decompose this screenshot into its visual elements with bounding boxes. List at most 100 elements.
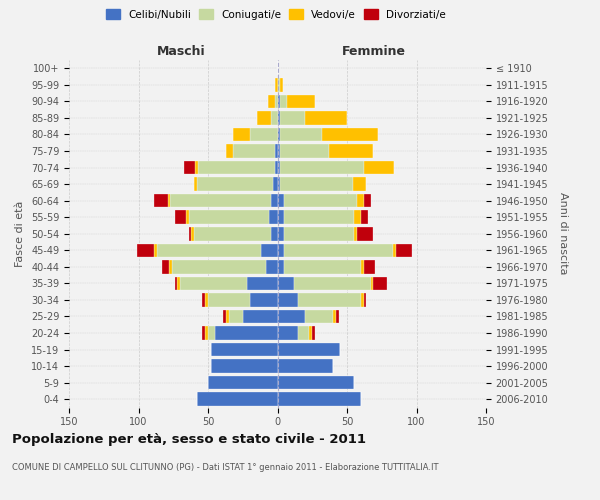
Bar [284,260,361,274]
Text: Femmine: Femmine [341,44,406,58]
Bar [277,128,280,141]
Bar [277,244,284,257]
Bar [271,194,277,207]
Bar [275,161,277,174]
Bar [305,310,333,324]
Bar [277,376,354,390]
Bar [373,276,388,290]
Bar [172,260,266,274]
Bar [277,94,280,108]
Text: Maschi: Maschi [157,44,206,58]
Bar [180,276,247,290]
Bar [170,194,271,207]
Bar [277,293,298,306]
Y-axis label: Fasce di età: Fasce di età [16,200,25,267]
Bar [280,161,364,174]
Bar [271,111,277,124]
Bar [194,227,271,240]
Bar [257,111,271,124]
Bar [280,111,305,124]
Bar [202,293,205,306]
Bar [277,276,294,290]
Bar [154,194,167,207]
Bar [269,210,277,224]
Bar [271,227,277,240]
Bar [393,244,395,257]
Bar [261,244,277,257]
Bar [277,343,340,356]
Bar [243,310,277,324]
Bar [353,178,367,191]
Bar [284,227,354,240]
Bar [226,310,229,324]
Bar [284,194,357,207]
Bar [247,276,277,290]
Bar [211,343,277,356]
Bar [169,260,172,274]
Bar [312,326,315,340]
Bar [364,161,394,174]
Bar [361,293,364,306]
Bar [229,310,243,324]
Bar [277,161,280,174]
Bar [364,260,375,274]
Bar [211,360,277,373]
Bar [284,210,354,224]
Bar [208,293,250,306]
Bar [175,276,178,290]
Bar [280,178,353,191]
Bar [277,360,333,373]
Bar [354,227,357,240]
Bar [364,293,367,306]
Bar [197,178,274,191]
Bar [277,260,284,274]
Bar [178,276,180,290]
Bar [357,227,373,240]
Bar [197,392,277,406]
Bar [157,244,261,257]
Bar [305,111,347,124]
Bar [275,94,277,108]
Bar [333,310,336,324]
Legend: Celibi/Nubili, Coniugati/e, Vedovi/e, Divorziati/e: Celibi/Nubili, Coniugati/e, Vedovi/e, Di… [102,5,450,24]
Bar [175,210,186,224]
Bar [364,194,371,207]
Bar [194,178,197,191]
Bar [266,260,277,274]
Bar [277,111,280,124]
Bar [284,244,393,257]
Bar [233,144,275,158]
Bar [268,94,275,108]
Bar [215,326,277,340]
Bar [208,326,215,340]
Bar [233,128,250,141]
Text: COMUNE DI CAMPELLO SUL CLITUNNO (PG) - Dati ISTAT 1° gennaio 2011 - Elaborazione: COMUNE DI CAMPELLO SUL CLITUNNO (PG) - D… [12,462,439,471]
Bar [329,144,373,158]
Bar [277,227,284,240]
Bar [371,276,373,290]
Bar [277,210,284,224]
Bar [280,144,329,158]
Bar [277,392,361,406]
Bar [395,244,412,257]
Bar [280,128,322,141]
Bar [310,326,312,340]
Bar [277,178,280,191]
Bar [274,178,277,191]
Bar [188,227,191,240]
Bar [354,210,361,224]
Bar [208,376,277,390]
Bar [322,128,377,141]
Bar [277,78,280,92]
Text: Popolazione per età, sesso e stato civile - 2011: Popolazione per età, sesso e stato civil… [12,432,366,446]
Bar [184,161,196,174]
Bar [205,293,208,306]
Bar [361,260,364,274]
Bar [277,310,305,324]
Bar [196,161,198,174]
Bar [188,210,269,224]
Bar [275,144,277,158]
Bar [298,293,361,306]
Bar [250,128,277,141]
Bar [277,326,298,340]
